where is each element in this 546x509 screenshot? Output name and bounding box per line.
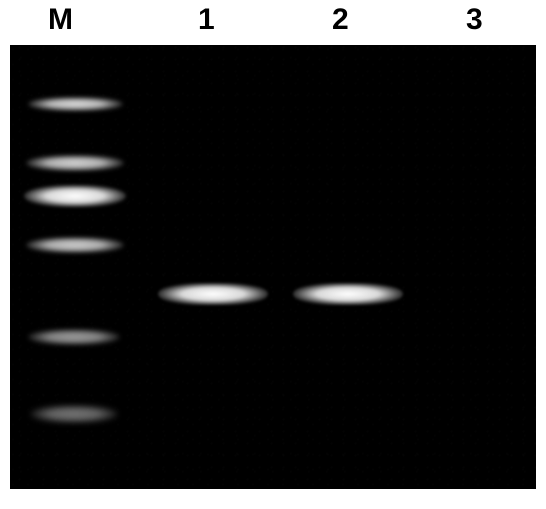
lane-labels-row: M 1 2 3 [0,0,546,42]
band-lane-M [28,97,123,111]
band-lane-M [30,405,118,423]
lane-label-3: 3 [466,3,483,37]
band-lane-2 [293,283,403,305]
gel-image [10,45,536,489]
lane-label-1: 1 [198,3,215,37]
band-lane-M [24,185,126,207]
band-lane-M [28,329,120,345]
lane-label-M: M [48,3,73,37]
band-lane-M [26,237,124,253]
band-lane-M [26,155,124,171]
band-lane-1 [158,283,268,305]
lane-label-2: 2 [332,3,349,37]
